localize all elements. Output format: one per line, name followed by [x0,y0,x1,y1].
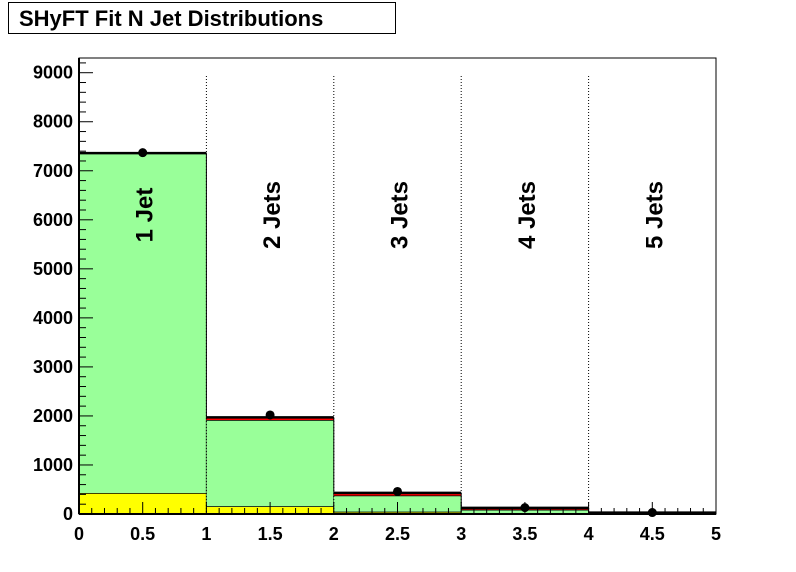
bin-label: 5 Jets [641,181,668,249]
bin-label: 1 Jet [132,188,159,243]
chart-title: SHyFT Fit N Jet Distributions [19,6,324,31]
x-tick-label: 1 [201,524,211,544]
x-tick-label: 5 [711,524,721,544]
data-point [138,148,148,158]
y-tick-label: 2000 [33,406,73,426]
y-tick-label: 4000 [33,308,73,328]
x-tick-label: 1.5 [258,524,283,544]
bar-segment-1 [206,420,334,507]
x-tick-label: 4.5 [640,524,665,544]
bin-label: 4 Jets [514,181,541,249]
data-point [393,486,402,496]
y-tick-label: 9000 [33,63,73,83]
chart-title-box: SHyFT Fit N Jet Distributions [8,2,396,34]
x-tick-label: 0.5 [130,524,155,544]
bin-labels: 1 Jet 2 Jets 3 Jets 4 Jets 5 Jets [132,181,669,249]
bar-segment-1 [79,153,207,494]
y-tick-label: 3000 [33,357,73,377]
data-point [265,410,275,420]
y-tick-label: 0 [63,504,73,524]
x-tick-label: 4 [584,524,594,544]
y-tick-label: 6000 [33,210,73,230]
x-tick-label: 2 [329,524,339,544]
bin-separators [205,76,590,514]
x-tick-label: 3 [456,524,466,544]
y-tick-label: 1000 [33,455,73,475]
y-tick-label: 5000 [33,259,73,279]
bin-label: 2 Jets [259,181,286,249]
x-tick-label: 0 [74,524,84,544]
y-tick-label: 8000 [33,112,73,132]
x-tick-label: 2.5 [385,524,410,544]
x-tick-label: 3.5 [512,524,537,544]
axes: 0 0.5 1 1.5 2 2.5 3 3.5 4 4.5 5 0 1000 2000 3000 4000 50… [33,58,721,544]
y-tick-label: 7000 [33,161,73,181]
bin-label: 3 Jets [387,181,414,249]
